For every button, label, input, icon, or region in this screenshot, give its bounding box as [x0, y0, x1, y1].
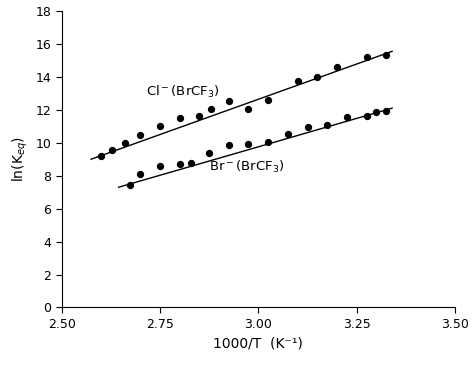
- Point: [195, 113, 203, 119]
- Point: [363, 54, 370, 60]
- Point: [284, 131, 292, 137]
- Point: [245, 106, 252, 112]
- Point: [383, 52, 390, 57]
- X-axis label: 1000/T  (K⁻¹): 1000/T (K⁻¹): [213, 336, 303, 350]
- Text: Br$^-$(BrCF$_3$): Br$^-$(BrCF$_3$): [209, 159, 284, 175]
- Point: [373, 109, 380, 115]
- Point: [207, 106, 215, 112]
- Point: [304, 124, 311, 130]
- Point: [188, 160, 195, 165]
- Point: [121, 140, 128, 146]
- Point: [383, 108, 390, 113]
- Point: [294, 78, 301, 84]
- Point: [363, 113, 370, 119]
- Point: [333, 64, 341, 70]
- Point: [156, 123, 164, 129]
- Point: [313, 74, 321, 80]
- Point: [264, 97, 272, 103]
- Y-axis label: ln(K$_{eq}$): ln(K$_{eq}$): [10, 136, 30, 182]
- Point: [137, 132, 144, 138]
- Point: [127, 182, 134, 188]
- Point: [176, 161, 183, 167]
- Point: [176, 115, 183, 121]
- Point: [245, 141, 252, 146]
- Point: [108, 147, 116, 153]
- Point: [137, 171, 144, 177]
- Point: [205, 150, 213, 156]
- Point: [343, 114, 351, 120]
- Point: [156, 163, 164, 169]
- Text: Cl$^-$(BrCF$_3$): Cl$^-$(BrCF$_3$): [146, 84, 220, 100]
- Point: [225, 142, 233, 148]
- Point: [225, 98, 233, 104]
- Point: [97, 153, 105, 159]
- Point: [264, 139, 272, 145]
- Point: [323, 123, 331, 128]
